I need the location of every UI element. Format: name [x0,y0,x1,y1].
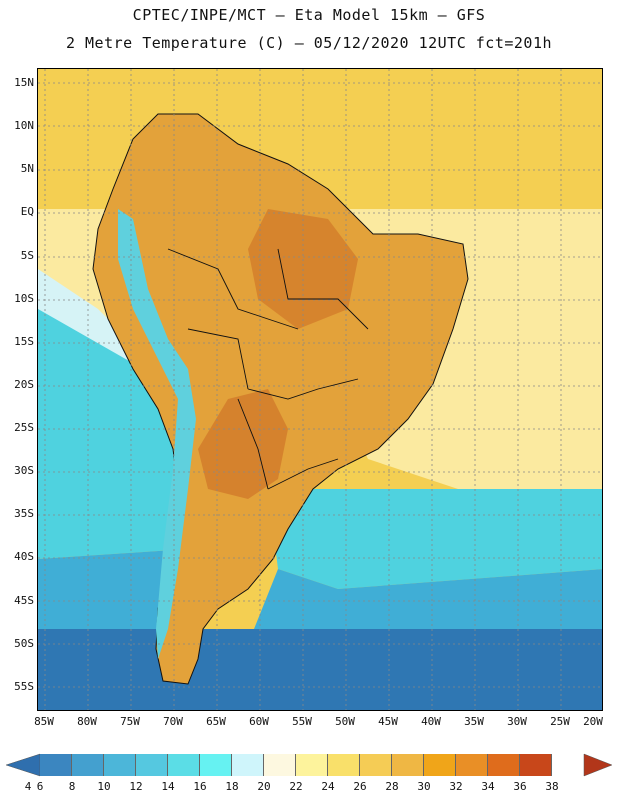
chart-title-line-1: CPTEC/INPE/MCT – Eta Model 15km – GFS [132,6,486,24]
legend-tick-label: 24 [321,780,335,793]
lon-label: 35W [464,715,484,728]
ocean-band-cyan [38,309,188,559]
lat-label: 5S [20,249,34,262]
legend-color-box [168,754,200,776]
legend-tick-label: 8 [68,780,76,793]
lat-label: EQ [20,205,34,218]
lat-label: 10N [14,119,34,132]
lat-label: 25S [14,421,34,434]
legend-color-box [392,754,424,776]
legend-tick-label: 26 [353,780,367,793]
legend-left-arrow [5,753,41,777]
legend-tick-label: 38 [545,780,559,793]
legend-tick-label: 10 [97,780,111,793]
lat-label: 40S [14,550,34,563]
lon-label: 70W [163,715,183,728]
legend-color-box [296,754,328,776]
lon-label: 30W [507,715,527,728]
legend-tick-label: 22 [289,780,303,793]
lat-label: 50S [14,637,34,650]
andes-mountains [118,209,196,659]
lat-label: 55S [14,680,34,693]
lat-label: 30S [14,464,34,477]
graticule [38,69,602,710]
legend-tick-label: 4 [24,780,32,793]
legend-color-box [40,754,72,776]
lon-label: 25W [550,715,570,728]
legend-tick-label: 16 [193,780,207,793]
legend-color-box [232,754,264,776]
lat-label: 15N [14,76,34,89]
legend-tick-label: 30 [417,780,431,793]
lon-label: 40W [421,715,441,728]
temperature-map [37,68,603,711]
lat-label: 10S [14,292,34,305]
lon-label: 80W [77,715,97,728]
ocean-band-dark-blue [38,629,602,710]
legend-color-box [328,754,360,776]
lat-label: 15S [14,335,34,348]
legend-color-box [520,754,552,776]
legend-color-box [136,754,168,776]
legend-color-box [488,754,520,776]
lon-label: 50W [335,715,355,728]
lon-label: 85W [34,715,54,728]
legend-tick-label: 20 [257,780,271,793]
legend-color-box [264,754,296,776]
chart-title-line-2: 2 Metre Temperature (C) – 05/12/2020 12U… [65,34,553,52]
lat-label: 20S [14,378,34,391]
legend-color-box [360,754,392,776]
legend-tick-label: 34 [481,780,495,793]
lat-label: 35S [14,507,34,520]
lon-label: 20W [583,715,603,728]
lon-label: 45W [378,715,398,728]
legend-color-box [200,754,232,776]
country-borders [167,248,369,490]
ocean-band-light-blue [38,549,188,629]
lon-label: 65W [206,715,226,728]
legend-right-arrow [583,753,613,777]
map-svg [38,69,602,710]
lon-label: 60W [249,715,269,728]
lon-label: 75W [120,715,140,728]
legend-tick-label: 32 [449,780,463,793]
legend-tick-label: 36 [513,780,527,793]
color-legend: 4 6 8 10 12 14 16 18 20 22 24 26 28 30 32 34 36 38 [0,750,618,800]
legend-tick-label: 28 [385,780,399,793]
legend-color-box [72,754,104,776]
legend-tick-label: 14 [161,780,175,793]
legend-color-box [456,754,488,776]
lat-label: 45S [14,594,34,607]
legend-color-box [104,754,136,776]
ocean-band-south-cyan [268,489,602,589]
hot-southern-region [198,389,288,499]
legend-tick-label: 6 [36,780,44,793]
legend-tick-label: 12 [129,780,143,793]
lat-label: 5N [20,162,34,175]
legend-tick-label: 18 [225,780,239,793]
legend-color-box [424,754,456,776]
lon-label: 55W [292,715,312,728]
